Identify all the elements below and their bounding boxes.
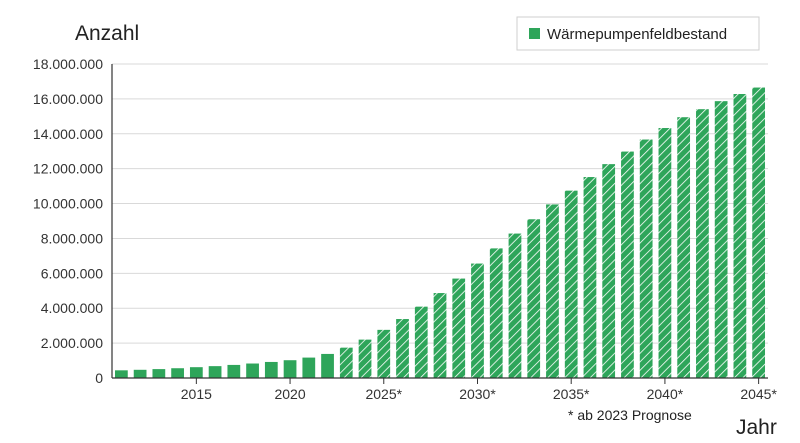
bar	[152, 369, 166, 378]
y-tick-label: 18.000.000	[33, 56, 103, 72]
axis-layer: 0 2.000.000 4.000.000 6.000.000 8.000.000 10.…	[33, 56, 778, 402]
y-tick-label: 0	[95, 370, 103, 386]
bar	[208, 366, 222, 378]
bar	[189, 367, 203, 378]
legend-label: Wärmepumpenfeldbestand	[547, 26, 727, 43]
bar-forecast	[339, 347, 353, 378]
y-tick-label: 2.000.000	[41, 335, 103, 351]
y-tick-label: 6.000.000	[41, 265, 103, 281]
bar-forecast	[377, 329, 391, 378]
bar	[321, 353, 334, 378]
bar-forecast	[452, 278, 466, 378]
bar	[171, 368, 184, 378]
y-tick-label: 14.000.000	[33, 126, 103, 142]
bar-forecast	[583, 177, 597, 378]
bar-forecast	[471, 263, 484, 378]
bar-forecast	[714, 101, 728, 378]
bar	[246, 363, 259, 378]
y-tick-label: 4.000.000	[41, 300, 103, 316]
bar-forecast	[602, 164, 616, 378]
bar-forecast	[752, 87, 766, 379]
bar	[302, 357, 316, 378]
legend-box	[516, 16, 760, 51]
bar-forecast	[621, 151, 634, 378]
x-tick-label: 2025*	[365, 386, 402, 402]
bar-forecast	[489, 248, 503, 378]
bar-forecast	[639, 139, 653, 378]
bar	[227, 364, 241, 378]
bar-forecast	[396, 319, 409, 378]
bar-forecast	[696, 109, 709, 379]
x-tick-label: 2015	[181, 386, 212, 402]
bar-forecast	[358, 339, 372, 378]
bar	[115, 370, 128, 378]
y-tick-label: 10.000.000	[33, 196, 103, 212]
x-tick-label: 2020	[274, 386, 305, 402]
y-axis-label: Anzahl	[75, 22, 139, 45]
grid-layer	[112, 63, 768, 344]
bar	[283, 360, 297, 378]
x-tick-label: 2040*	[647, 386, 684, 402]
y-tick-label: 16.000.000	[33, 91, 103, 107]
legend: Wärmepumpenfeldbestand	[516, 16, 760, 51]
forecast-note: * ab 2023 Prognose	[568, 407, 692, 423]
x-tick-label: 2035*	[553, 386, 590, 402]
bar	[133, 369, 147, 378]
bar-forecast	[527, 219, 541, 378]
bar-forecast	[546, 204, 559, 378]
bar-forecast	[414, 306, 428, 378]
bar-forecast	[677, 117, 691, 379]
x-axis-label: Jahr	[736, 416, 777, 439]
x-tick-label: 2030*	[459, 386, 496, 402]
bar-forecast	[733, 94, 747, 378]
legend-swatch	[529, 28, 540, 39]
bar-forecast	[564, 190, 578, 378]
bar-layer	[115, 87, 766, 379]
bar-forecast	[508, 233, 522, 378]
y-tick-label: 8.000.000	[41, 230, 103, 246]
bar-forecast	[433, 293, 447, 378]
y-tick-label: 12.000.000	[33, 161, 103, 177]
x-tick-label: 2045*	[740, 386, 777, 402]
bar	[264, 361, 278, 378]
bar-forecast	[658, 128, 672, 378]
